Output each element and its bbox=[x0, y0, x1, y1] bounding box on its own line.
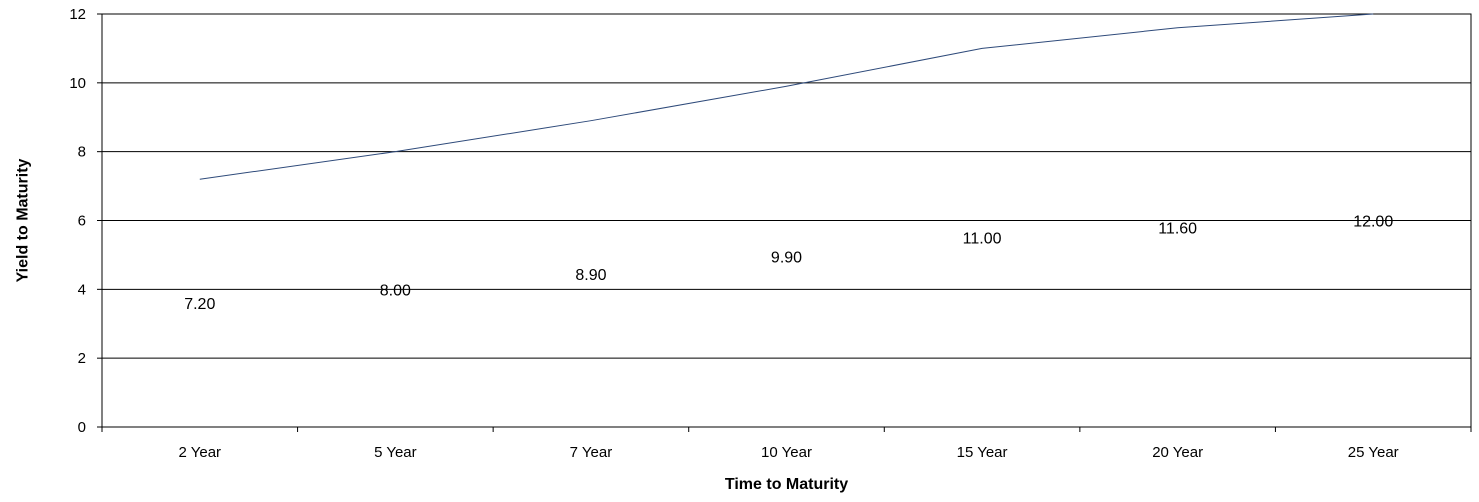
x-tick-label: 10 Year bbox=[761, 444, 812, 461]
x-tick-label: 25 Year bbox=[1348, 444, 1399, 461]
y-tick-label: 10 bbox=[69, 75, 86, 92]
x-tick-label: 5 Year bbox=[374, 444, 417, 461]
yield-series-line bbox=[199, 13, 1374, 180]
x-tick-label: 20 Year bbox=[1152, 444, 1203, 461]
y-tick-label: 2 bbox=[78, 350, 86, 367]
y-axis-ticks: 0 2 4 6 8 10 12 bbox=[69, 6, 102, 436]
data-label: 7.20 bbox=[184, 296, 215, 313]
y-tick-label: 6 bbox=[78, 213, 86, 230]
data-label: 11.00 bbox=[963, 231, 1002, 248]
data-labels: 7.20 8.00 8.90 9.90 11.00 11.60 12.00 bbox=[184, 214, 1393, 314]
y-tick-label: 12 bbox=[69, 6, 86, 23]
y-tick-label: 4 bbox=[78, 281, 86, 298]
x-tick-label: 15 Year bbox=[957, 444, 1008, 461]
data-label: 9.90 bbox=[771, 250, 802, 267]
gridlines bbox=[102, 13, 1471, 428]
x-axis-title: Time to Maturity bbox=[725, 476, 848, 493]
x-tick-label: 7 Year bbox=[570, 444, 613, 461]
data-label: 8.90 bbox=[575, 267, 606, 284]
data-label: 8.00 bbox=[380, 282, 411, 299]
x-tick-label: 2 Year bbox=[179, 444, 222, 461]
y-axis-title: Yield to Maturity bbox=[15, 158, 32, 282]
data-label: 11.60 bbox=[1158, 220, 1197, 237]
y-tick-label: 0 bbox=[78, 419, 86, 436]
x-axis-ticks: 2 Year 5 Year 7 Year 10 Year 15 Year 20 Year 2… bbox=[101, 427, 1472, 461]
y-tick-label: 8 bbox=[78, 144, 86, 161]
data-label: 12.00 bbox=[1353, 214, 1393, 231]
